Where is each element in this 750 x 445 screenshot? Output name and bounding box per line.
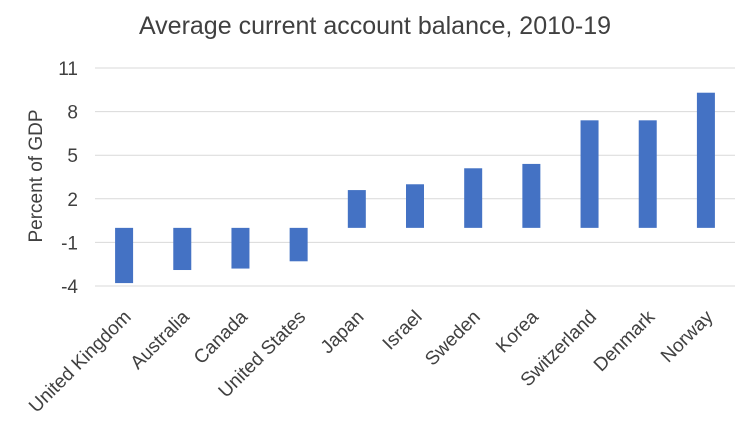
y-axis-label: Percent of GDP [26,109,47,242]
bar [696,92,715,228]
grid-lines [95,67,735,287]
y-tick-label: 11 [58,59,78,80]
bar [638,120,657,228]
bar [522,163,541,228]
bar [231,227,250,269]
bar [406,184,424,228]
bar [289,227,308,262]
bar [115,227,134,284]
x-tick-label: Australia [127,306,194,373]
bars [115,92,715,284]
chart-title: Average current account balance, 2010-19 [139,12,611,40]
y-tick-labels: 11 8 5 2 -1 -4 [58,59,78,298]
y-tick-label: 2 [67,190,78,211]
y-tick-label: 8 [67,103,78,124]
y-tick-label: -4 [61,277,78,298]
x-tick-label: Korea [492,306,543,357]
x-tick-label: Japan [317,307,368,358]
y-tick-label: 5 [67,146,78,167]
bar [347,190,366,228]
bar [464,168,483,228]
x-tick-label: United Kingdom [25,307,135,417]
bar [580,120,599,228]
x-tick-label: Sweden [421,307,484,370]
y-tick-label: -1 [61,233,78,254]
bar [173,227,192,271]
x-tick-label: Denmark [590,306,660,376]
x-tick-label: Israel [379,307,427,355]
x-tick-label: Norway [657,306,718,367]
